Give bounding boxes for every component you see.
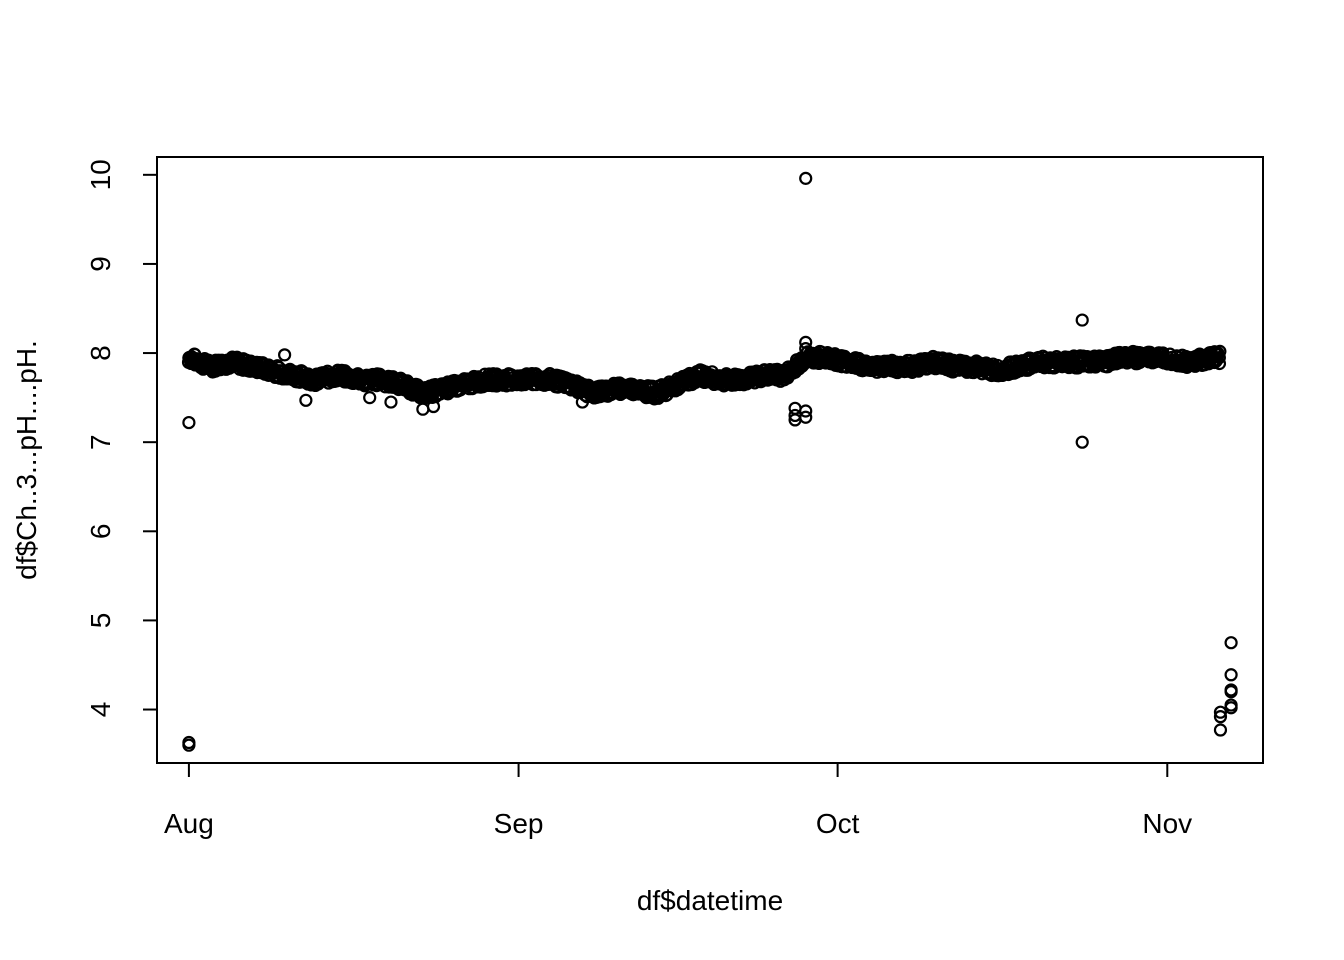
outlier-point: [1075, 435, 1089, 449]
outlier-point: [1213, 710, 1228, 724]
outlier-point: [1224, 683, 1238, 697]
outlier-point: [1075, 313, 1089, 327]
outlier-point: [799, 342, 813, 356]
outlier-point: [182, 415, 196, 430]
x-axis: Aug Sep Oct Nov: [164, 762, 1192, 839]
outlier-point: [799, 171, 813, 185]
data-point: [1212, 356, 1227, 371]
outlier-point: [1224, 698, 1238, 712]
data-point: [1212, 350, 1226, 365]
outlier-point: [799, 404, 813, 418]
outlier-point: [299, 393, 313, 407]
data-points: [181, 171, 1238, 752]
outlier-point: [639, 391, 653, 405]
outlier-point: [788, 401, 802, 415]
y-tick-label: 5: [85, 613, 116, 629]
outlier-point: [1213, 723, 1228, 737]
x-axis-title: df$datetime: [637, 885, 783, 916]
y-axis: 4 5 6 7 8 9 10: [85, 159, 158, 718]
y-tick-label: 8: [85, 345, 116, 361]
x-tick-label: Nov: [1142, 808, 1192, 839]
x-tick-label: Oct: [816, 808, 860, 839]
outlier-point: [426, 399, 441, 414]
y-tick-label: 4: [85, 702, 116, 718]
outlier-point: [363, 391, 377, 405]
outlier-point: [799, 335, 813, 349]
x-tick-label: Sep: [494, 808, 544, 839]
y-tick-label: 7: [85, 434, 116, 450]
data-point: [1213, 344, 1227, 358]
outlier-point: [384, 395, 398, 409]
y-tick-label: 10: [85, 159, 116, 190]
outlier-point: [1224, 636, 1238, 650]
y-axis-title: df$Ch..3...pH....pH.: [11, 340, 42, 580]
y-tick-label: 9: [85, 256, 116, 272]
outlier-point: [416, 402, 430, 416]
outlier-point: [799, 410, 813, 424]
outlier-point: [1224, 668, 1238, 682]
x-tick-label: Aug: [164, 808, 214, 839]
outlier-point: [575, 395, 589, 409]
outlier-point: [1213, 705, 1228, 719]
y-tick-label: 6: [85, 524, 116, 540]
outlier-point: [182, 735, 196, 750]
plot-frame: [156, 156, 1264, 764]
outlier-point: [278, 348, 292, 362]
